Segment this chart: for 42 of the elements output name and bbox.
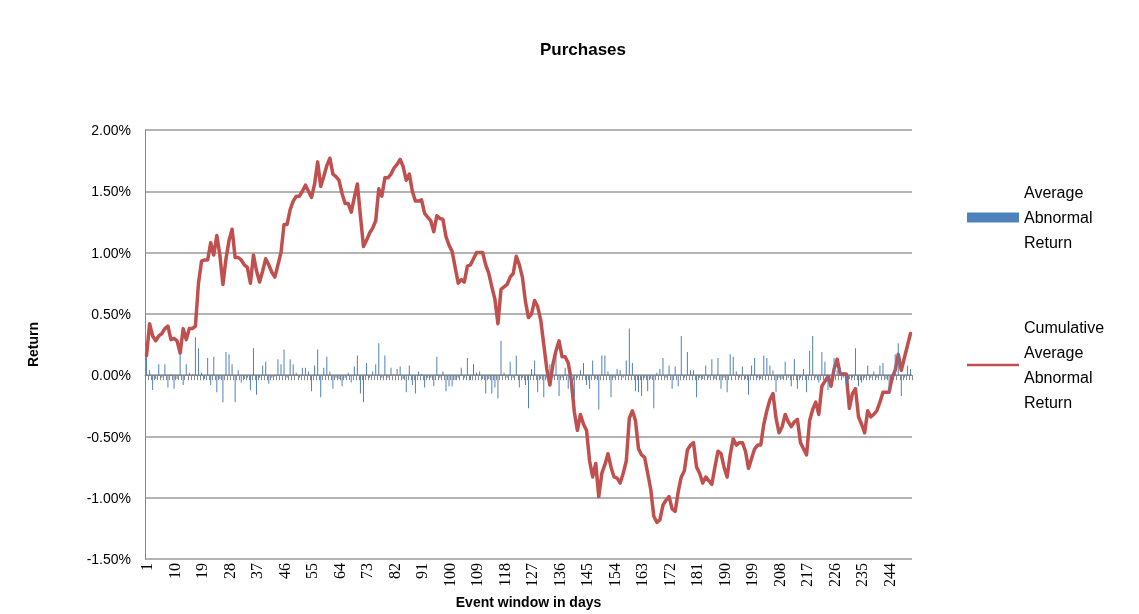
x-tick-label: 163 — [633, 563, 651, 588]
y-tick-label: 2.00% — [91, 122, 131, 138]
x-tick-label: 73 — [358, 563, 376, 580]
x-tick-label: 109 — [468, 563, 486, 588]
x-tick-label: 145 — [578, 563, 596, 588]
x-tick-label: 217 — [798, 563, 816, 588]
x-tick-label: 226 — [825, 563, 843, 588]
x-tick-label: 46 — [275, 563, 293, 580]
x-tick-label: 28 — [220, 563, 238, 580]
y-tick-label: 0.50% — [91, 305, 131, 322]
y-tick-label: 0.00% — [91, 367, 131, 384]
x-tick-label: 208 — [770, 563, 788, 588]
x-tick-label: 82 — [385, 563, 403, 580]
legend-label: Average Abnormal Return — [1024, 184, 1097, 251]
x-tick-label: 64 — [330, 563, 348, 580]
x-tick-label: 1 — [138, 563, 156, 572]
y-tick-label: -0.50% — [86, 428, 131, 445]
x-tick-label: 190 — [715, 563, 733, 588]
legend-label: Cumulative Average Abnormal Return — [1024, 319, 1109, 411]
x-tick-label: 127 — [523, 563, 541, 588]
y-tick-label: 1.00% — [91, 244, 131, 261]
x-tick-label: 10 — [165, 563, 183, 580]
x-tick-label: 55 — [303, 563, 321, 580]
chart-title: Purchases — [540, 40, 626, 59]
x-tick-label: 235 — [853, 563, 871, 588]
x-tick-label: 154 — [605, 563, 623, 588]
x-tick-label: 91 — [413, 563, 431, 580]
x-tick-label: 136 — [550, 563, 568, 588]
y-tick-label: -1.50% — [86, 551, 131, 568]
x-tick-label: 19 — [193, 563, 211, 580]
x-tick-label: 199 — [743, 563, 761, 588]
y-tick-label: -1.00% — [86, 489, 131, 506]
x-tick-label: 118 — [495, 563, 513, 587]
y-tick-label: 1.50% — [91, 183, 131, 200]
line-series — [144, 156, 913, 525]
x-tick-label: 244 — [880, 563, 898, 588]
x-tick-label: 172 — [660, 563, 678, 588]
x-axis-title: Event window in days — [455, 594, 602, 610]
y-axis-title: Return — [25, 321, 41, 368]
x-tick-label: 181 — [688, 563, 706, 588]
x-tick-label: 100 — [440, 563, 458, 588]
x-tick-label: 37 — [248, 563, 266, 580]
